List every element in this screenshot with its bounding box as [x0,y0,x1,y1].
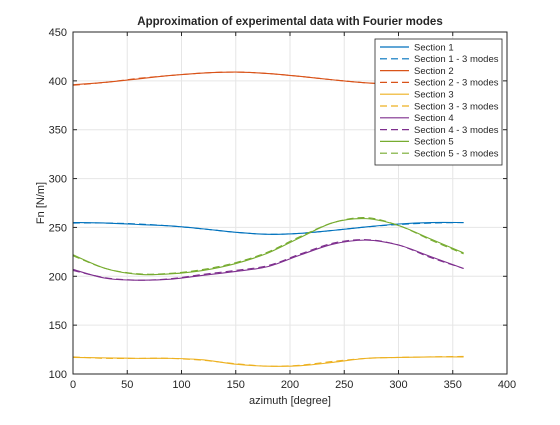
series-line-section-5-3-modes [72,217,464,275]
series-line-section-4-3-modes [72,239,464,281]
ticks: 0 50 100 150 200 250 300 350 400 100 150 200 250 300 3… [49,27,517,391]
x-tick-label: 150 [227,379,245,391]
y-tick-label: 400 [49,76,67,88]
legend-label: Section 3 [414,90,454,101]
y-tick-label: 300 [49,174,67,186]
y-axis-label: Fn [N/m] [35,182,47,224]
legend-label: Section 1 - 3 modes [414,54,499,65]
y-tick-label: 200 [49,271,67,283]
x-tick-label: 100 [172,379,190,391]
x-axis-label: azimuth [degree] [249,395,331,407]
x-tick-label: 0 [70,379,76,391]
legend-label: Section 5 [414,137,454,148]
y-tick-label: 250 [49,222,67,234]
x-tick-label: 250 [335,379,353,391]
x-tick-label: 50 [121,379,133,391]
x-tick-label: 350 [444,379,462,391]
chart-title: Approximation of experimental data with … [137,16,442,28]
series-line-section-3 [72,356,464,367]
legend-label: Section 4 [414,113,454,124]
legend-label: Section 5 - 3 modes [414,149,499,160]
x-tick-label: 300 [389,379,407,391]
legend-box [374,38,503,166]
legend-label: Section 3 - 3 modes [414,101,499,112]
series-line-section-1 [72,221,464,235]
y-tick-label: 450 [49,27,67,39]
y-tick-label: 150 [49,320,67,332]
legend-label: Section 4 - 3 modes [414,125,499,136]
y-tick-label: 100 [49,369,67,381]
x-tick-label: 400 [498,379,516,391]
legend-label: Section 2 - 3 modes [414,78,499,89]
y-tick-label: 350 [49,125,67,137]
legend-label: Section 2 [414,66,454,77]
x-tick-label: 200 [281,379,299,391]
legend-label: Section 1 [414,42,454,53]
